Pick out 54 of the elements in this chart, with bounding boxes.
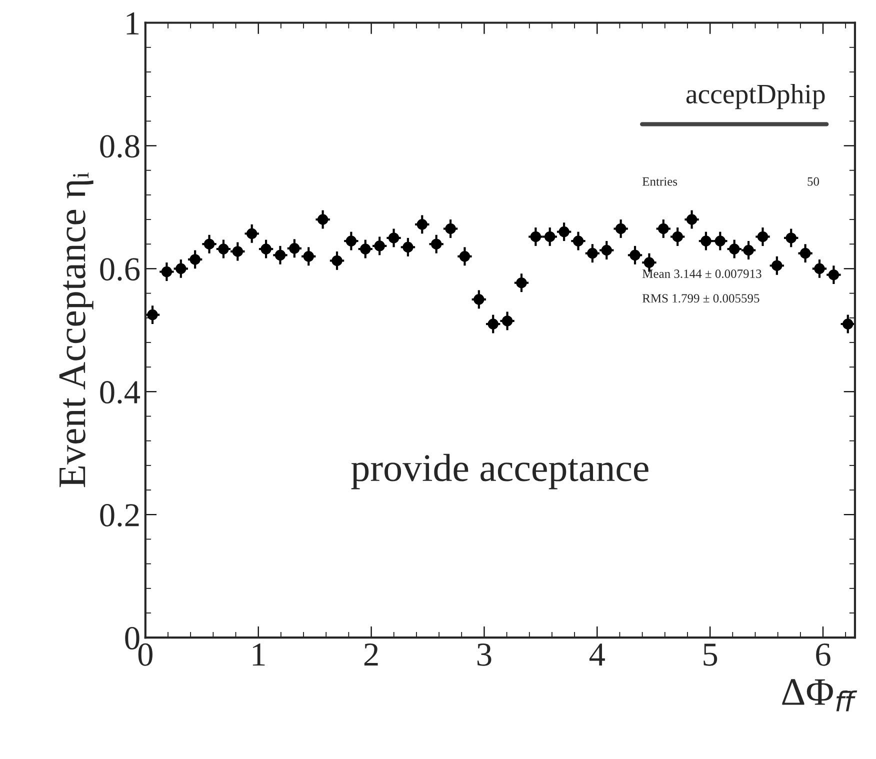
point [260,244,272,254]
point [630,250,640,261]
point [388,232,400,244]
point [416,219,428,230]
point [289,243,300,254]
point [190,254,200,265]
annotation: acceptDphip [686,84,825,110]
x-tick-label: 4 [589,644,605,666]
point [828,269,840,280]
point [800,248,811,259]
point [814,263,825,274]
point [402,242,414,253]
point [346,236,357,246]
y-tick-label: 0.2 [100,504,139,527]
annotation: provide acceptance [351,454,648,490]
point [686,214,698,225]
point [317,214,328,225]
annotation: Mean 3.144 ± 0.007913 [642,270,762,278]
y-tick-label: 0 [125,626,140,650]
point [204,238,215,250]
x-tick-label: 6 [816,643,830,666]
point [303,251,314,262]
y-tick-label: 0.8 [100,135,140,158]
point [430,238,442,250]
point [459,251,470,262]
point [332,255,342,266]
point [644,257,655,268]
point [572,236,584,246]
x-tick-label: 2 [364,643,378,666]
point [516,277,527,288]
y-tick-label: 1 [126,12,139,34]
y-tick-label: 0.6 [100,258,140,281]
point [757,231,768,242]
point [147,309,158,320]
y-axis-title: Event Acceptance ηᵢ [59,172,94,488]
point [474,294,484,305]
annotation: RMS 1.799 ± 0.005595 [642,294,760,303]
point [445,223,456,234]
point [672,231,683,242]
x-tick-label: 3 [477,643,492,666]
x-tick-label: 5 [704,644,718,666]
point [772,260,782,271]
annotation: 50 [808,177,820,186]
point [658,223,669,234]
point [558,226,570,238]
annotation: Entries [642,177,678,186]
point [274,250,286,261]
x-axis-title: ΔΦ$_{ff̄}$ [782,679,858,712]
y-tick-label: 0.4 [100,381,140,404]
point [786,232,796,244]
x-tick-label: 1 [252,644,265,666]
point [246,228,258,240]
point [615,223,626,234]
point [842,318,854,330]
